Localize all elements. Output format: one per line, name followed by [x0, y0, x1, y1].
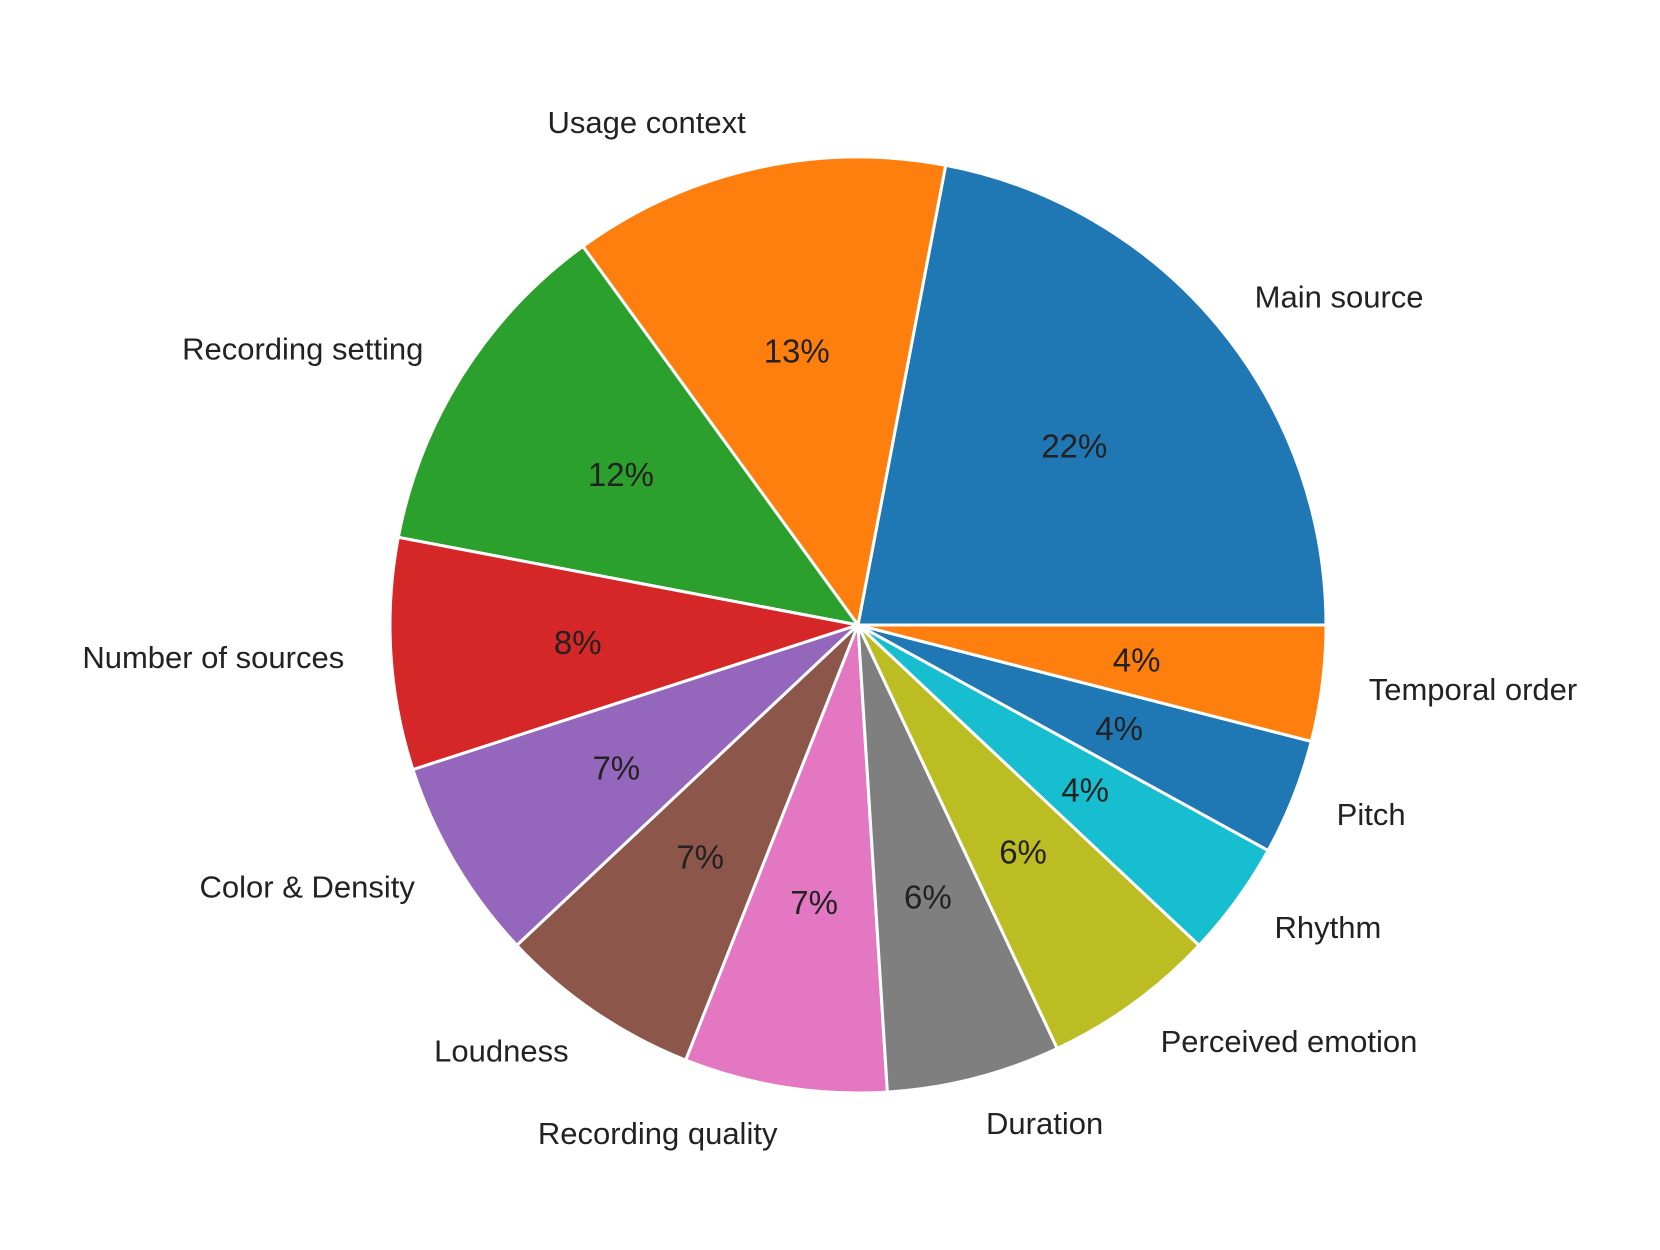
percent-label-duration: 6% [904, 878, 952, 915]
pie-slice-loudness [515, 623, 860, 1062]
slice-label-duration: Duration [986, 1106, 1103, 1141]
pie-slice-temporal-order [856, 623, 1328, 743]
percent-label-rhythm: 4% [1061, 772, 1109, 809]
percent-label-color-and-density: 7% [592, 749, 640, 786]
slice-label-recording-setting: Recording setting [182, 332, 423, 367]
slice-label-rhythm: Rhythm [1274, 910, 1381, 945]
percent-label-perceived-emotion: 6% [999, 834, 1047, 871]
slice-label-perceived-emotion: Perceived emotion [1161, 1024, 1418, 1059]
percent-label-loudness: 7% [676, 839, 724, 876]
pie-slices [388, 155, 1328, 1095]
slice-labels: Main source Usage context Recording settin… [82, 105, 1577, 1151]
pie-slice-number-of-sources [388, 535, 860, 772]
slice-label-temporal-order: Temporal order [1369, 672, 1577, 707]
slice-label-number-of-sources: Number of sources [82, 640, 344, 675]
slice-label-recording-quality: Recording quality [538, 1116, 778, 1151]
percent-label-pitch: 4% [1095, 710, 1143, 747]
percent-label-main-source: 22% [1041, 428, 1107, 465]
pie-slice-perceived-emotion [856, 623, 1201, 1050]
pie-slice-duration [856, 623, 1059, 1094]
slice-label-loudness: Loudness [434, 1033, 568, 1068]
percent-label-recording-setting: 12% [588, 456, 654, 493]
percent-label-usage-context: 13% [764, 332, 830, 369]
pie-slice-color-and-density [411, 623, 860, 947]
slice-label-main-source: Main source [1255, 279, 1424, 314]
slice-label-pitch: Pitch [1337, 797, 1406, 832]
slice-label-usage-context: Usage context [548, 105, 747, 140]
percent-label-recording-quality: 7% [790, 884, 838, 921]
pie-slice-usage-context [581, 155, 948, 627]
percent-labels: 22% 13% 12% 8% 7% 7% 7% 6% 6% 4% 4% 4% [554, 332, 1161, 920]
pie-slice-main-source [856, 163, 1328, 627]
percent-label-number-of-sources: 8% [554, 624, 602, 661]
slice-label-color-and-density: Color & Density [200, 870, 416, 905]
pie-slice-recording-setting [396, 244, 860, 627]
pie-slice-recording-quality [684, 623, 889, 1095]
percent-label-temporal-order: 4% [1113, 642, 1161, 679]
